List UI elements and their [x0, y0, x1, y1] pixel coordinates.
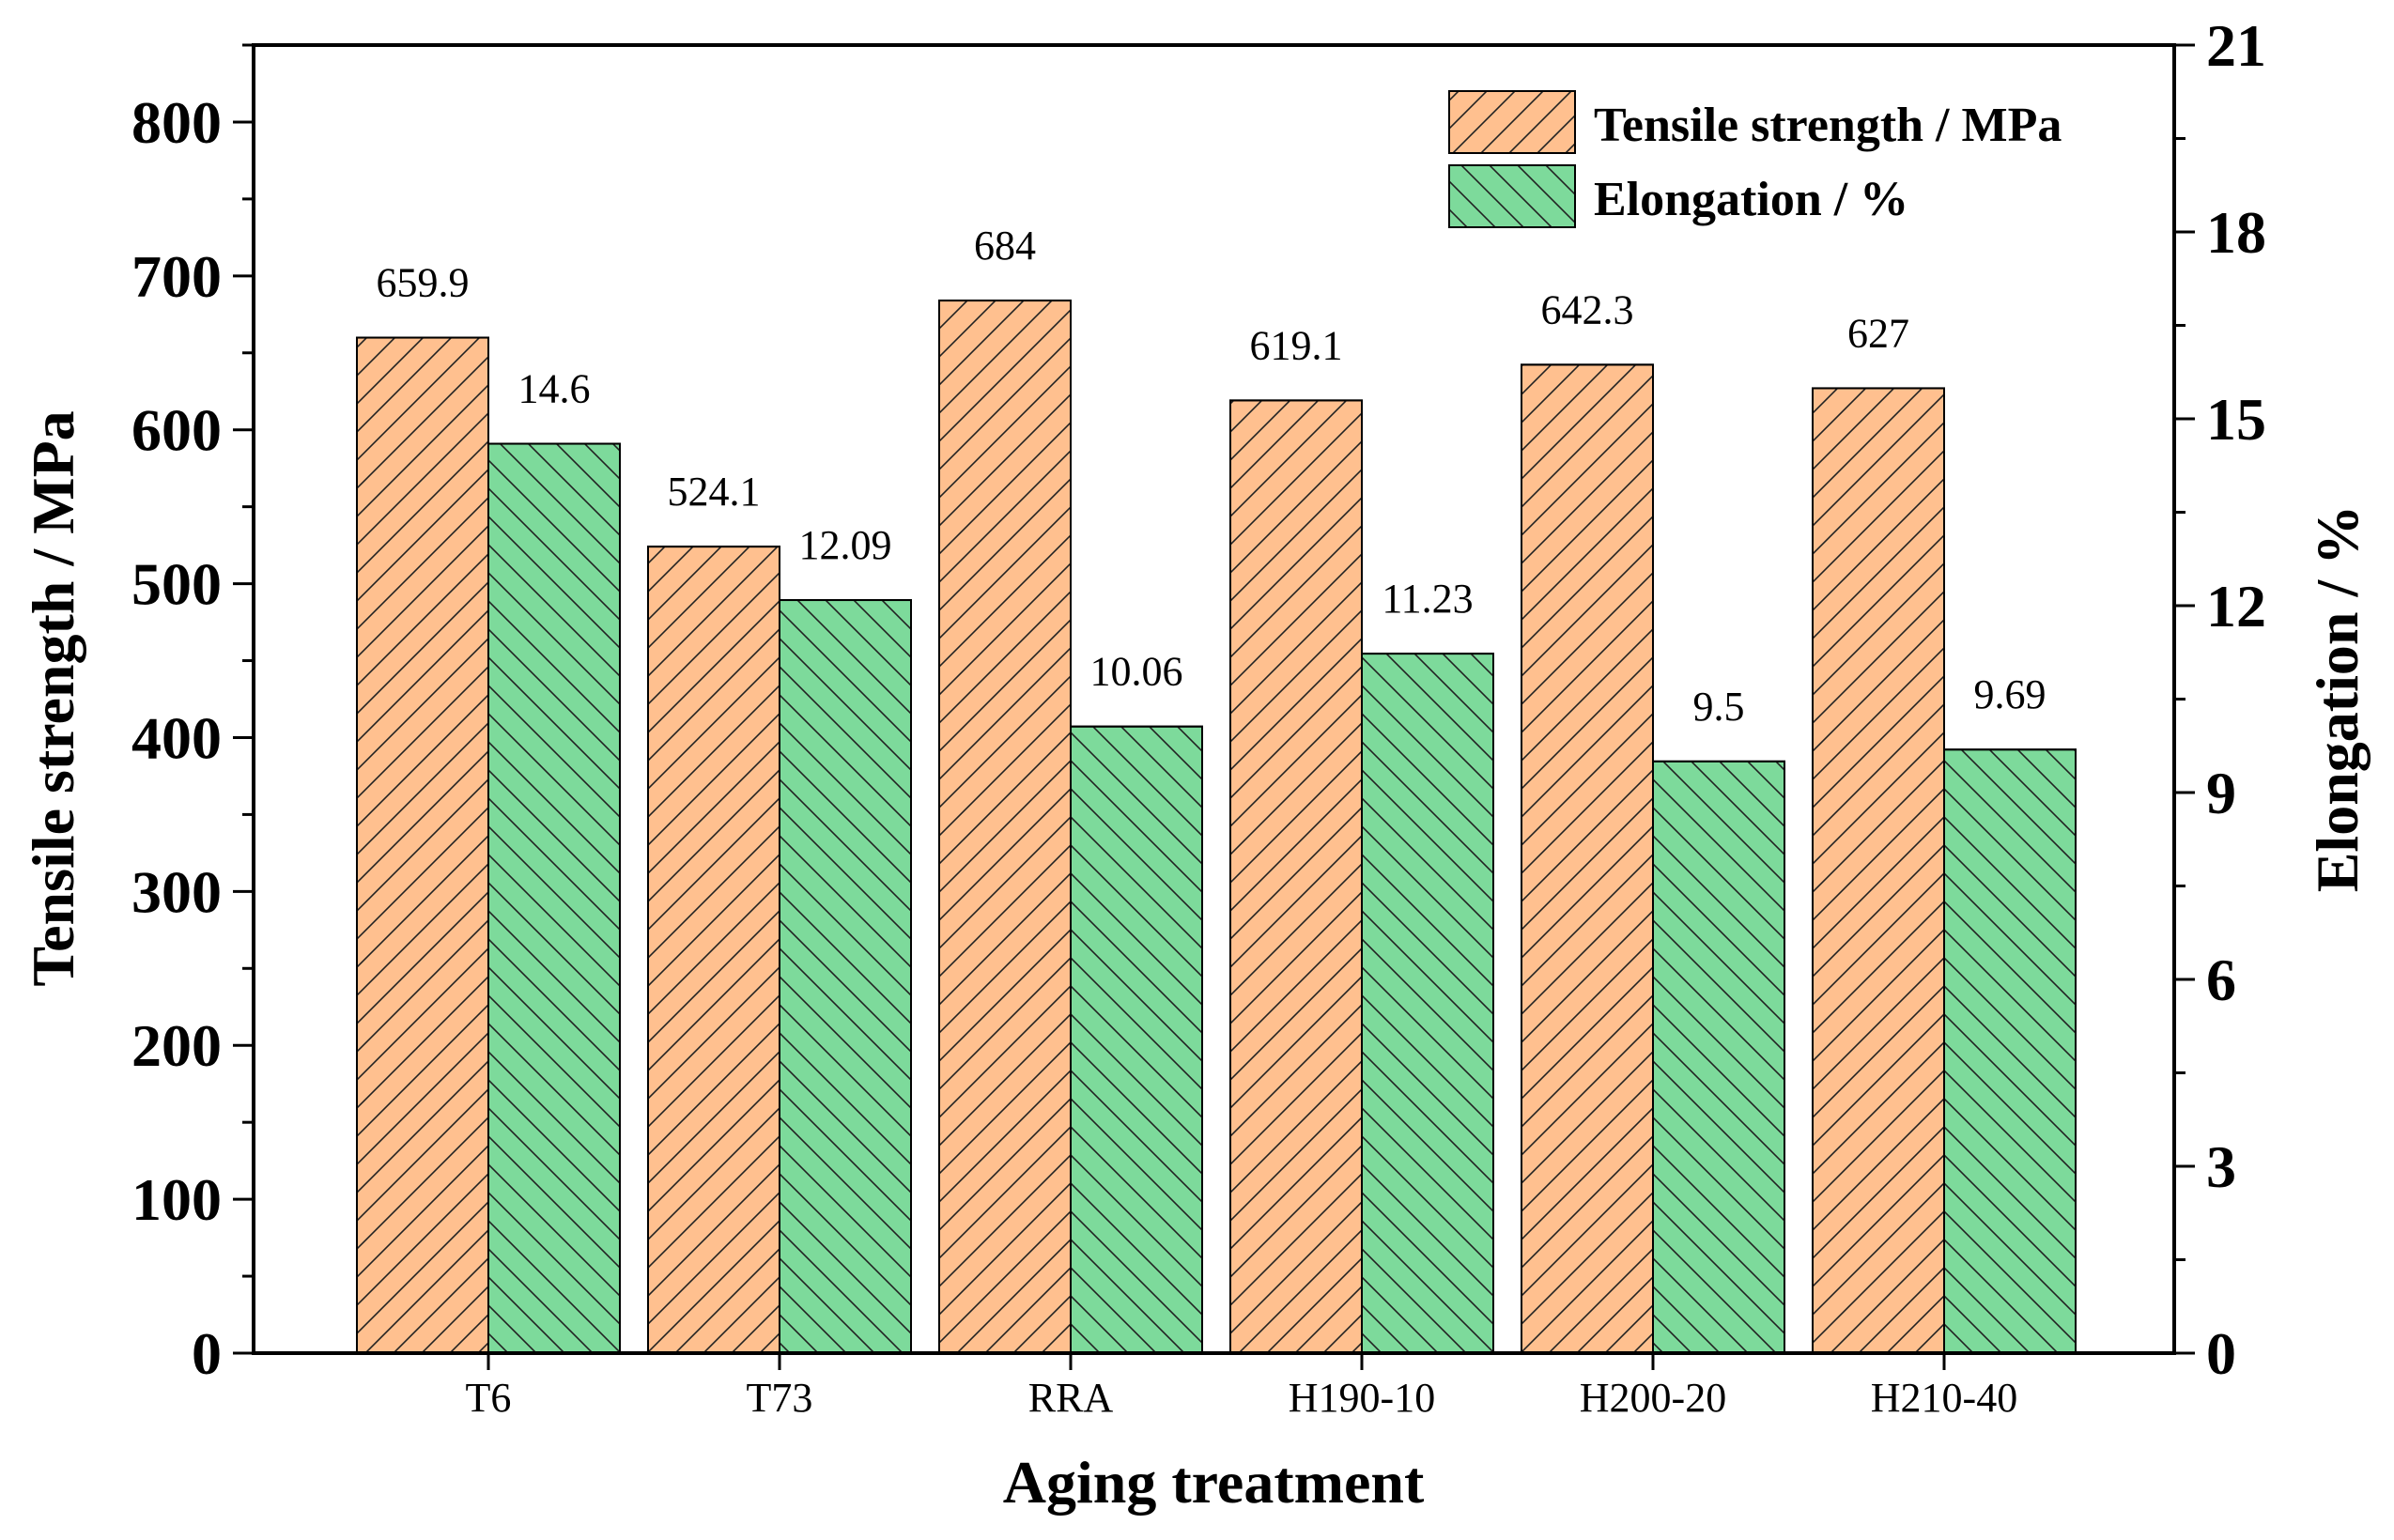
left-tick-label: 700: [131, 243, 222, 310]
bar-elongation-hatch: [1070, 725, 1203, 1354]
x-axis-title: Aging treatment: [1003, 1449, 1425, 1516]
bar-elongation-hatch: [1652, 760, 1785, 1354]
bar-elongation-hatch: [1943, 748, 2077, 1354]
bar-tensile-strength-hatch: [1812, 387, 1945, 1354]
data-label-tensile: 684: [974, 223, 1036, 269]
left-tick-label: 300: [131, 858, 222, 925]
x-tick-label: H210-40: [1871, 1375, 2017, 1421]
right-tick-label: 6: [2206, 947, 2236, 1013]
bar-tensile-strength-hatch: [647, 546, 780, 1354]
x-tick-label: H190-10: [1289, 1375, 1435, 1421]
legend-label-elongation: Elongation / %: [1594, 173, 1908, 226]
left-tick-label: 800: [131, 89, 222, 156]
left-tick-label: 600: [131, 397, 222, 464]
data-label-tensile: 659.9: [377, 260, 470, 306]
left-tick-label: 100: [131, 1166, 222, 1233]
x-tick-label: T73: [747, 1375, 813, 1421]
right-tick-label: 0: [2206, 1320, 2236, 1387]
data-label-elongation: 12.09: [799, 522, 892, 568]
right-tick-label: 3: [2206, 1133, 2236, 1200]
data-label-elongation: 14.6: [518, 366, 591, 412]
data-label-elongation: 9.5: [1693, 684, 1745, 730]
bar-elongation-hatch: [487, 442, 621, 1354]
bar-tensile-strength-hatch: [938, 300, 1072, 1355]
right-tick-label: 15: [2206, 386, 2266, 453]
x-tick-label: RRA: [1028, 1375, 1114, 1421]
data-label-elongation: 10.06: [1090, 649, 1183, 695]
x-axis-ticks: T6 T73 RRA H190-10 H200-20 H210-40: [466, 1353, 2017, 1421]
left-axis-ticks: 0 100 200 300 400 500 600 700 800: [131, 43, 254, 1387]
left-tick-label: 400: [131, 704, 222, 771]
left-tick-label: 0: [192, 1320, 222, 1387]
data-label-tensile: 642.3: [1541, 286, 1634, 332]
legend-label-tensile: Tensile strength / MPa: [1594, 99, 2062, 152]
legend-swatch-tensile-hatch: [1448, 90, 1576, 154]
data-label-elongation: 11.23: [1382, 576, 1473, 622]
x-tick-label: T6: [466, 1375, 512, 1421]
data-label-tensile: 627: [1847, 310, 1909, 356]
right-tick-label: 12: [2206, 573, 2266, 639]
right-tick-label: 18: [2206, 199, 2266, 266]
right-tick-label: 21: [2206, 12, 2266, 79]
legend-swatch-elongation-hatch: [1448, 164, 1576, 228]
right-axis-ticks: 0 3 6 9 12 15 18 21: [2174, 12, 2266, 1387]
x-tick-label: H200-20: [1580, 1375, 1726, 1421]
data-label-elongation: 9.69: [1974, 671, 2046, 717]
bar-elongation-hatch: [779, 599, 912, 1354]
bar-tensile-strength-hatch: [1521, 363, 1654, 1354]
right-axis-title: Elongation / %: [2304, 505, 2371, 893]
bars-layer: [356, 300, 2077, 1355]
right-tick-label: 9: [2206, 760, 2236, 826]
left-tick-label: 200: [131, 1012, 222, 1079]
bar-elongation-hatch: [1361, 653, 1494, 1354]
bar-tensile-strength-hatch: [356, 336, 489, 1354]
bar-tensile-strength-hatch: [1229, 399, 1363, 1354]
left-tick-label: 500: [131, 551, 222, 618]
left-axis-title: Tensile strength / MPa: [20, 410, 86, 986]
data-label-tensile: 524.1: [668, 469, 761, 515]
data-labels-layer: 659.9 14.6 524.1 12.09 684 10.06 619.1 11.23 642…: [377, 223, 2046, 730]
legend: Tensile strength / MPa Elongation / %: [1448, 90, 2062, 228]
data-label-tensile: 619.1: [1250, 322, 1343, 368]
